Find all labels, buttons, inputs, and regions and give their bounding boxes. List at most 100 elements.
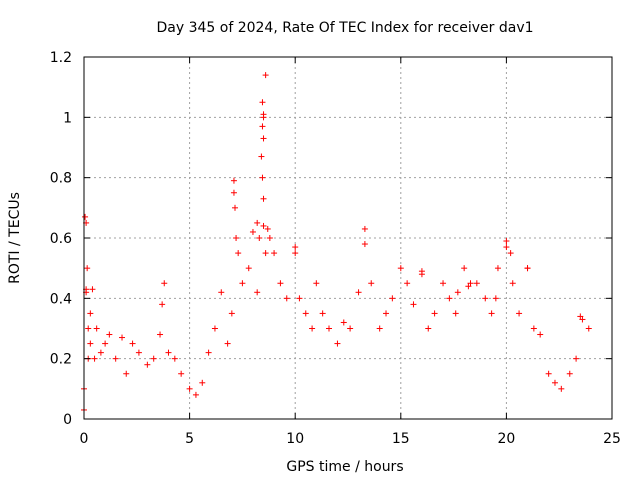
data-point xyxy=(537,331,544,338)
plot-frame xyxy=(83,56,613,420)
grid xyxy=(84,57,612,419)
data-point xyxy=(579,316,586,323)
data-points xyxy=(81,72,592,413)
data-point xyxy=(361,225,368,232)
data-point xyxy=(492,295,499,302)
data-point xyxy=(199,379,206,386)
data-point xyxy=(186,385,193,392)
data-point xyxy=(503,244,510,251)
data-point xyxy=(256,235,263,241)
data-point xyxy=(325,325,332,332)
data-point xyxy=(467,280,474,287)
data-point xyxy=(129,340,136,347)
y-tick-label: 0.8 xyxy=(50,171,72,187)
data-point xyxy=(296,295,303,302)
data-point xyxy=(91,355,98,362)
data-point xyxy=(292,250,299,257)
data-point xyxy=(192,391,199,398)
data-point xyxy=(516,310,523,317)
data-point xyxy=(309,325,316,332)
data-point xyxy=(551,379,558,386)
data-point xyxy=(82,213,89,220)
data-point xyxy=(87,310,94,317)
x-tick-label: 5 xyxy=(185,431,194,447)
x-tick-labels: 0 5 10 15 20 25 xyxy=(80,431,621,447)
data-point xyxy=(283,295,290,302)
data-point xyxy=(545,370,552,377)
data-point xyxy=(418,271,425,278)
data-point xyxy=(84,265,91,272)
data-point xyxy=(410,301,417,308)
data-point xyxy=(465,283,472,290)
data-point xyxy=(319,310,326,317)
data-point xyxy=(383,310,390,317)
data-point xyxy=(440,280,447,287)
data-point xyxy=(262,250,269,257)
data-point xyxy=(558,385,565,392)
y-tick-label: 0.4 xyxy=(50,291,72,307)
data-point xyxy=(355,289,362,296)
data-point xyxy=(260,195,267,202)
data-point xyxy=(245,265,252,272)
y-axis-label: ROTI / TECUs xyxy=(7,192,23,284)
data-point xyxy=(119,334,126,341)
data-point xyxy=(260,135,267,142)
axis-ticks xyxy=(83,56,613,420)
data-point xyxy=(271,250,278,257)
data-point xyxy=(446,295,453,302)
data-point xyxy=(473,280,480,287)
data-point xyxy=(503,238,510,245)
data-point xyxy=(376,325,383,332)
x-axis-label: GPS time / hours xyxy=(286,459,403,475)
data-point xyxy=(266,235,273,241)
data-point xyxy=(347,325,354,332)
data-point xyxy=(573,355,580,362)
data-point xyxy=(150,355,157,362)
data-point xyxy=(211,325,218,332)
data-point xyxy=(585,325,592,332)
data-point xyxy=(404,280,411,287)
data-point xyxy=(425,325,432,332)
data-point xyxy=(224,340,231,347)
data-point xyxy=(482,295,489,302)
data-point xyxy=(123,370,130,377)
data-point xyxy=(260,111,267,118)
data-point xyxy=(302,310,309,317)
data-point xyxy=(566,370,573,377)
data-point xyxy=(452,310,459,317)
data-point xyxy=(277,280,284,287)
data-point xyxy=(507,250,514,257)
data-point xyxy=(259,123,266,130)
data-point xyxy=(87,340,94,347)
data-point xyxy=(397,265,404,272)
data-point xyxy=(530,325,537,332)
data-point xyxy=(159,301,166,308)
x-tick-label: 10 xyxy=(286,431,304,447)
x-tick-label: 0 xyxy=(80,431,89,447)
chart-title: Day 345 of 2024, Rate Of TEC Index for r… xyxy=(156,20,533,36)
x-tick-label: 15 xyxy=(392,431,410,447)
data-point xyxy=(313,280,320,287)
data-point xyxy=(233,235,240,241)
data-point xyxy=(258,153,265,160)
data-point xyxy=(228,310,235,317)
y-tick-label: 1 xyxy=(63,110,72,126)
data-point xyxy=(157,331,164,338)
data-point xyxy=(178,370,185,377)
data-point xyxy=(264,225,271,232)
data-point xyxy=(259,99,266,106)
x-tick-label: 20 xyxy=(497,431,515,447)
data-point xyxy=(161,280,168,287)
data-point xyxy=(239,280,246,287)
data-point xyxy=(230,177,237,184)
data-point xyxy=(102,340,109,347)
data-point xyxy=(171,355,178,362)
data-point xyxy=(249,228,256,235)
data-point xyxy=(431,310,438,317)
data-point xyxy=(340,319,347,326)
data-point xyxy=(259,174,266,181)
y-tick-label: 0.2 xyxy=(50,352,72,368)
data-point xyxy=(368,280,375,287)
data-point xyxy=(135,349,142,356)
